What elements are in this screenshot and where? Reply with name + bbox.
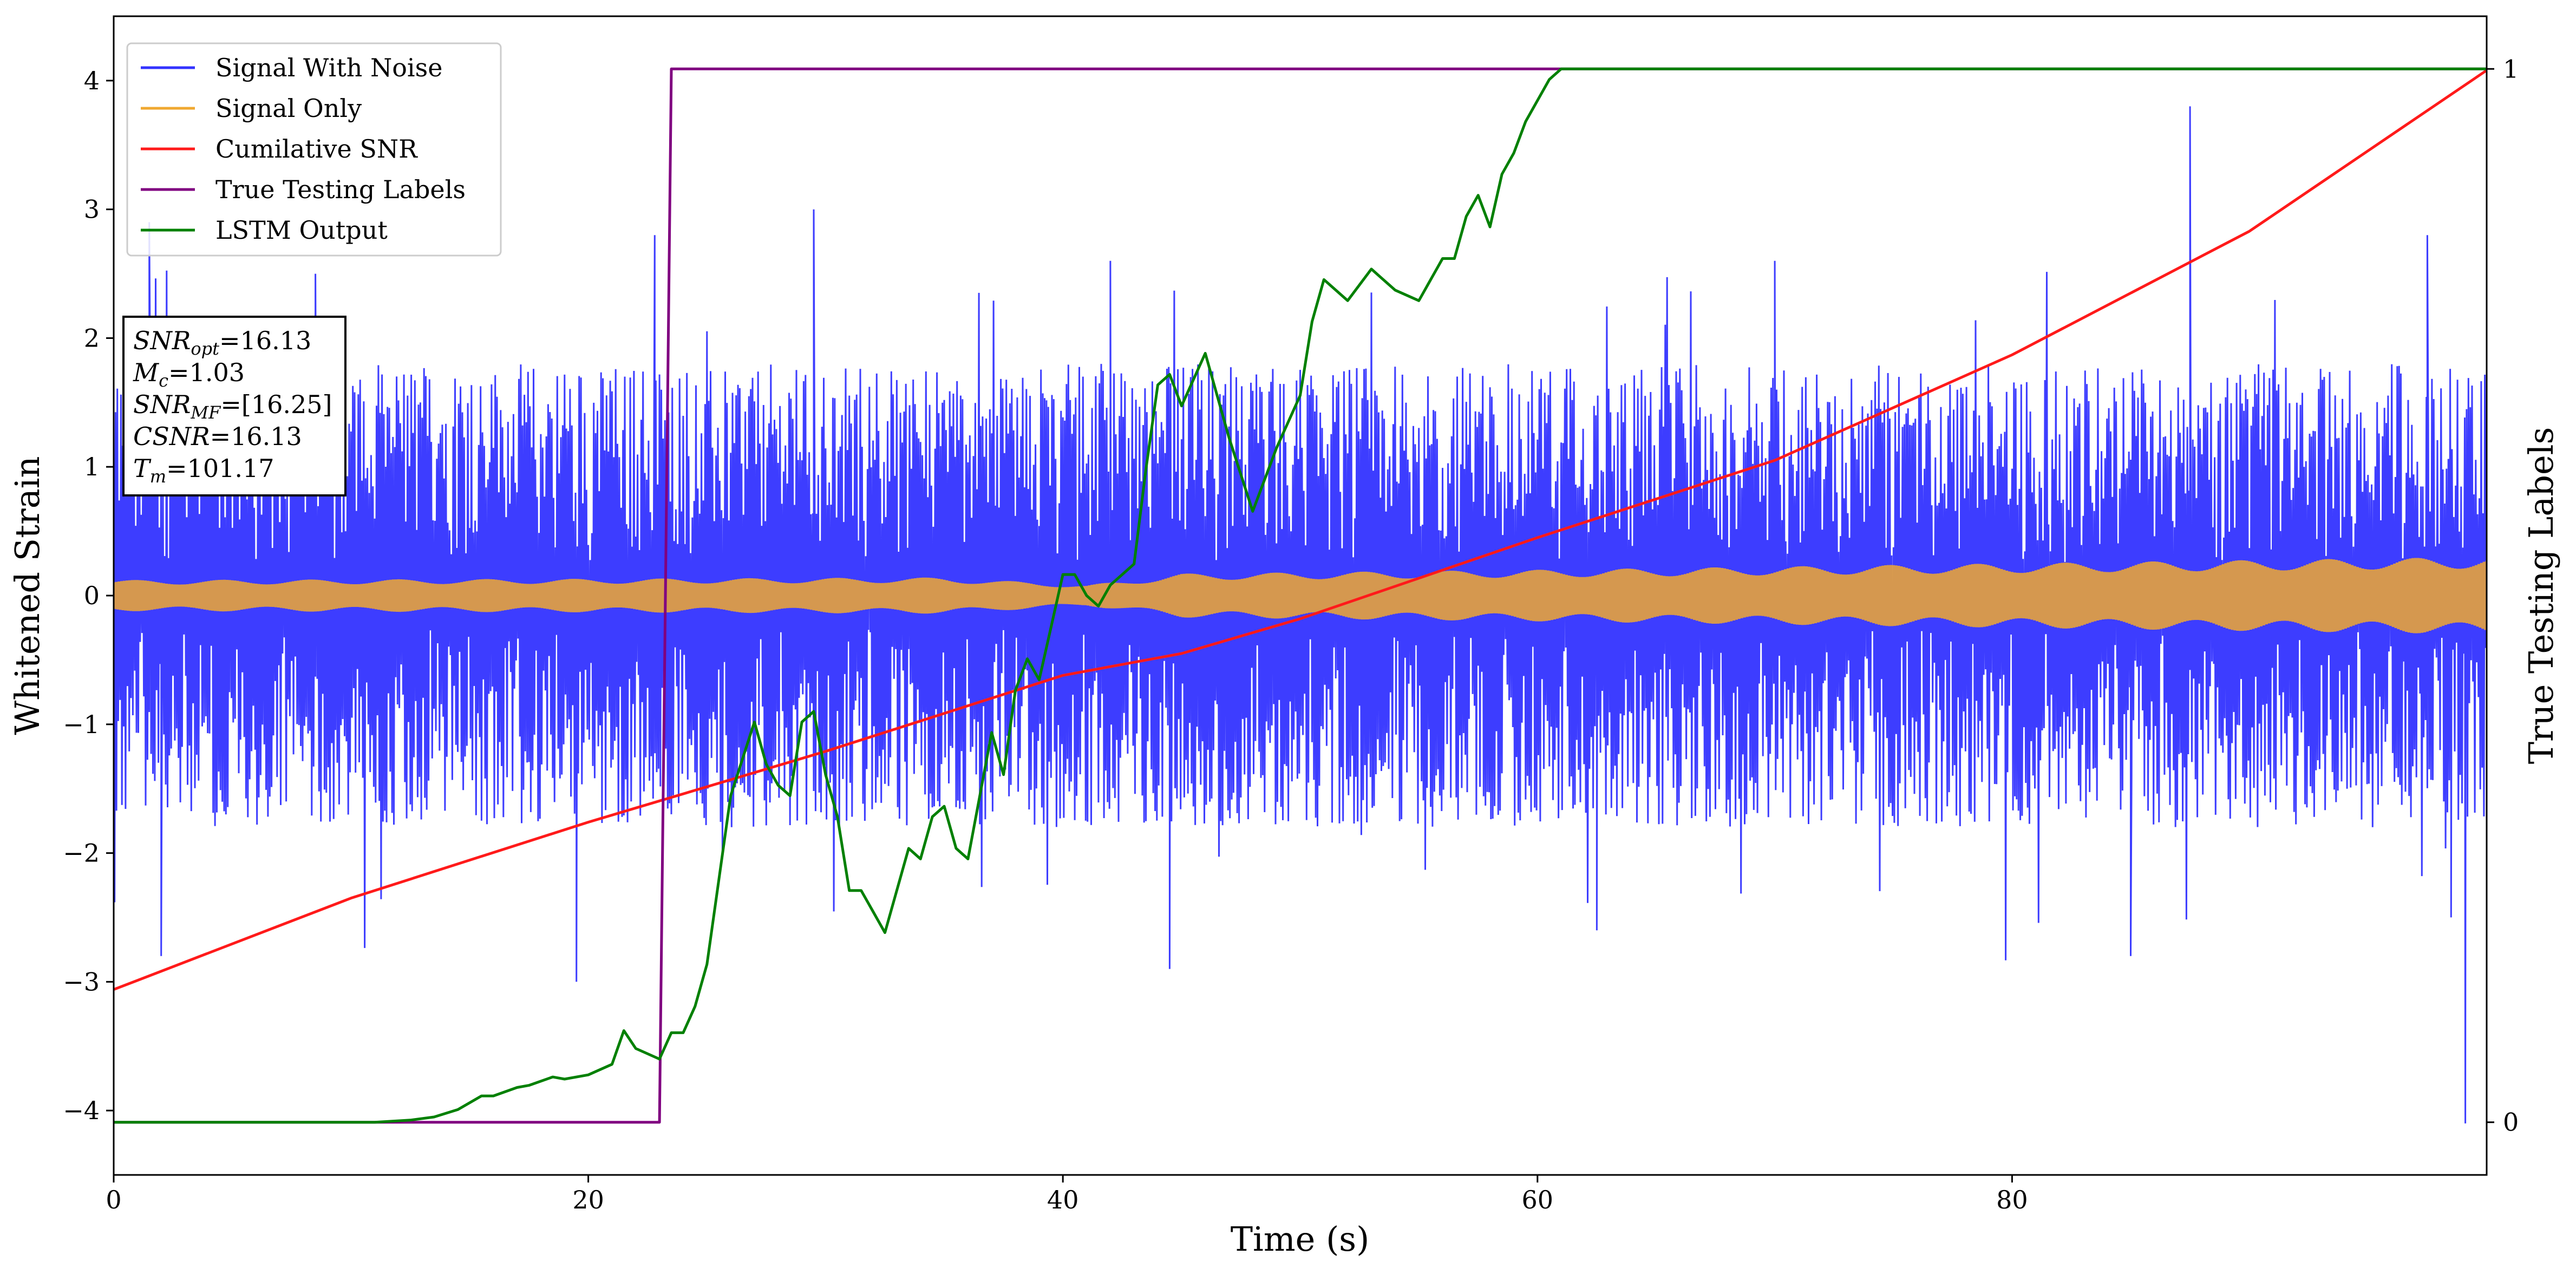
annotation-line: SNRMF=[16.25] [133, 390, 332, 423]
x-tick-label: 80 [1996, 1185, 2028, 1214]
x-tick-label: 20 [572, 1185, 604, 1214]
series-signal-only [114, 558, 2487, 633]
y-axis-title: Whitened Strain [8, 456, 47, 735]
x-tick-label: 0 [106, 1185, 121, 1214]
x-tick-label: 60 [1522, 1185, 1554, 1214]
y-tick-label: 3 [84, 195, 100, 224]
legend-label: Cumilative SNR [215, 134, 418, 164]
annotation-line: SNRopt=16.13 [133, 326, 311, 359]
annotation-line: Mc=1.03 [133, 358, 245, 391]
y-right-tick-label: 1 [2503, 54, 2519, 83]
series-lstm-output [114, 67, 2487, 1124]
x-tick-label: 40 [1047, 1185, 1079, 1214]
y-tick-label: 0 [84, 581, 100, 610]
y-right-axis-title: True Testing Labels [2521, 427, 2561, 765]
legend-box [126, 42, 502, 257]
y-tick-label: −4 [63, 1096, 100, 1125]
y-tick-label: 1 [84, 452, 100, 481]
y-right-tick-label: 0 [2503, 1108, 2519, 1137]
legend-label: True Testing Labels [215, 175, 466, 204]
x-axis-title: Time (s) [1231, 1219, 1370, 1259]
plot-area [114, 67, 2487, 1124]
stats-annotation: SNRopt=16.13Mc=1.03SNRMF=[16.25]CSNR=16.… [122, 316, 346, 496]
y-tick-label: −2 [63, 839, 100, 868]
y-tick-label: 2 [84, 323, 100, 352]
legend-label: LSTM Output [215, 215, 388, 245]
annotation-line: Tm=101.17 [133, 454, 274, 487]
legend-label: Signal Only [215, 94, 362, 123]
y-tick-label: −1 [63, 710, 100, 739]
y-tick-label: 4 [84, 66, 100, 95]
series-cumilative-snr [114, 69, 2487, 991]
annotation-line: CSNR=16.13 [133, 422, 302, 451]
legend: Signal With Noise Signal Only Cumilative S… [126, 42, 502, 257]
y-tick-label: −3 [63, 967, 100, 996]
annotation-box [122, 316, 346, 496]
legend-label: Signal With Noise [215, 53, 442, 82]
